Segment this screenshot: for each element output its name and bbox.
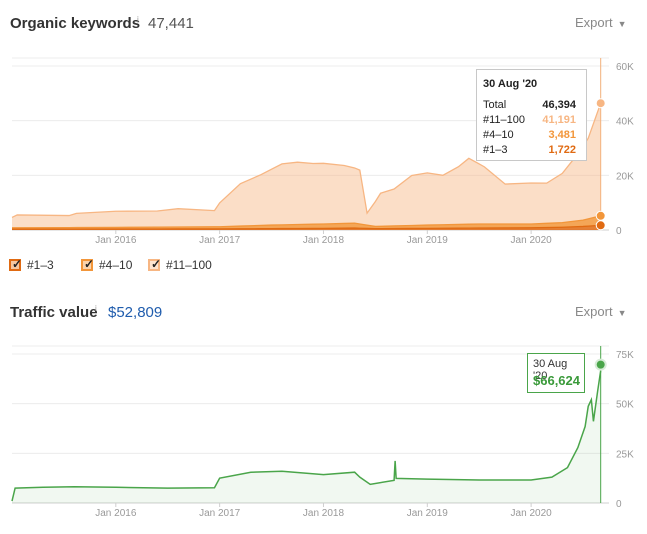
traffic-value-total: $52,809	[108, 304, 163, 321]
x-tick-label: Jan 2017	[199, 508, 241, 519]
organic-tooltip: 30 Aug '20 Total 46,394 #11–100 41,191 #…	[476, 69, 587, 161]
series-end-point	[595, 98, 606, 109]
organic-keywords-chart: 0 20K 40K 60K Jan 2016 Jan 2017 Jan 2018 Jan 20…	[11, 57, 634, 246]
x-tick-label: Jan 2016	[95, 235, 137, 246]
y-tick-label: 0	[616, 499, 622, 510]
x-tick-label: Jan 2016	[95, 508, 137, 519]
tooltip-value: $66,624	[533, 373, 580, 388]
organic-keywords-total: 47,441	[148, 15, 194, 32]
x-tick-label: Jan 2018	[303, 508, 345, 519]
legend-item-4-10[interactable]: #4–10	[81, 257, 133, 272]
tooltip-row-label: #4–10	[483, 129, 514, 141]
x-tick-label: Jan 2019	[407, 508, 449, 519]
legend-label: #4–10	[99, 258, 133, 272]
caret-down-icon: ▼	[617, 308, 627, 318]
legend-item-1-3[interactable]: #1–3	[9, 257, 54, 272]
x-tick-label: Jan 2019	[407, 235, 449, 246]
series-end-point	[595, 210, 606, 221]
x-tick-label: Jan 2018	[303, 235, 345, 246]
organic-export-button[interactable]: Export ▼	[575, 15, 627, 30]
export-label: Export	[575, 15, 613, 30]
series-line	[11, 370, 602, 502]
tooltip-row-value: 3,481	[548, 129, 576, 141]
organic-keywords-title: Organic keywords	[10, 15, 141, 32]
tooltip-row-value: 46,394	[542, 99, 576, 111]
traffic-value-title: Traffic value	[10, 304, 98, 321]
series-end-point	[595, 220, 606, 231]
y-tick-label: 20K	[616, 171, 634, 182]
x-tick-label: Jan 2017	[199, 235, 241, 246]
y-tick-label: 50K	[616, 400, 634, 411]
checkbox-icon[interactable]	[9, 257, 22, 271]
traffic-tooltip: 30 Aug '20 $66,624	[527, 353, 585, 393]
y-tick-label: 60K	[616, 62, 634, 73]
series-line	[11, 215, 601, 229]
legend-label: #1–3	[27, 258, 54, 272]
y-tick-label: 25K	[616, 449, 634, 460]
tooltip-row-value: 1,722	[548, 144, 576, 156]
tooltip-row-label: #11–100	[483, 114, 526, 126]
y-tick-label: 40K	[616, 117, 634, 128]
series-line	[11, 102, 602, 219]
traffic-export-button[interactable]: Export ▼	[575, 304, 627, 319]
tooltip-date: 30 Aug '20	[483, 78, 538, 90]
y-tick-label: 75K	[616, 350, 634, 361]
tooltip-row-value: 41,191	[542, 114, 576, 126]
organic-info-icon[interactable]: i	[137, 15, 139, 24]
series-area	[12, 103, 601, 228]
series-end-point	[594, 358, 607, 371]
series-line	[11, 224, 601, 230]
series-area	[12, 370, 601, 503]
checkbox-icon[interactable]	[148, 257, 161, 271]
y-tick-label: 0	[616, 226, 622, 237]
x-tick-label: Jan 2020	[511, 235, 553, 246]
caret-down-icon: ▼	[617, 19, 627, 29]
export-label: Export	[575, 304, 613, 319]
series-area	[12, 215, 601, 230]
checkbox-icon[interactable]	[81, 257, 94, 271]
tooltip-row-label: #1–3	[483, 144, 508, 156]
tooltip-date: 30 Aug '20	[533, 358, 568, 382]
legend-item-11-100[interactable]: #11–100	[148, 257, 212, 272]
x-tick-label: Jan 2020	[511, 508, 553, 519]
traffic-info-icon[interactable]: i	[95, 304, 97, 313]
legend-label: #11–100	[166, 258, 212, 272]
tooltip-row-label: Total	[483, 99, 507, 111]
